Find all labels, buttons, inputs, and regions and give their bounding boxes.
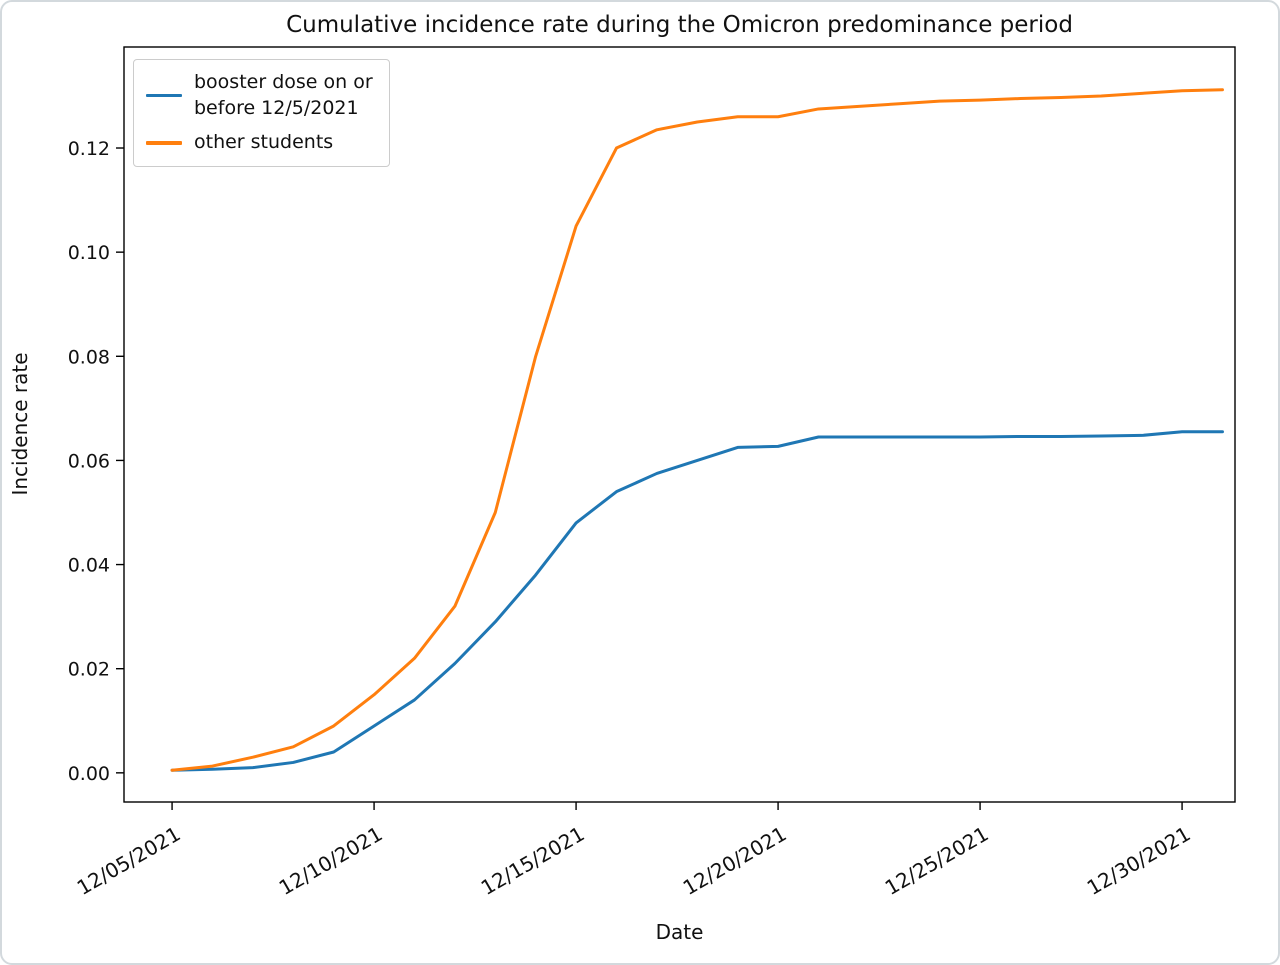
series-line-1 [170,88,1224,772]
legend-item-booster: booster dose on or before 12/5/2021 [146,70,373,121]
legend-label-booster: booster dose on or before 12/5/2021 [194,71,373,119]
y-tick-label: 0.00 [68,763,110,785]
y-tick-label: 0.04 [68,555,110,577]
x-tick-label: 12/20/2021 [679,822,791,900]
legend: booster dose on or before 12/5/2021 othe… [133,59,390,167]
y-tick-label: 0.06 [68,450,110,472]
legend-line-sample-other-students [146,141,182,145]
y-ticks: 0.00 0.02 0.04 0.06 0.08 0.10 0.12 [68,138,124,785]
x-axis-label: Date [655,920,704,944]
axes-frame [123,46,1236,803]
y-tick-label: 0.02 [68,659,110,681]
x-tick-label: 12/25/2021 [881,822,993,900]
x-tick-label: 12/05/2021 [73,822,185,900]
x-tick-label: 12/15/2021 [477,822,589,900]
series-line-0 [170,430,1224,772]
y-axis-label: Incidence rate [8,352,32,496]
y-tick-label: 0.08 [68,346,110,368]
legend-line-sample-booster [146,93,182,98]
x-ticks: 12/05/2021 12/10/2021 12/15/2021 12/20/2021… [73,802,1195,900]
x-tick-label: 12/10/2021 [275,822,387,900]
y-tick-label: 0.10 [68,242,110,264]
chart-title: Cumulative incidence rate during the Omi… [286,12,1073,38]
legend-item-other-students: other students [146,130,373,156]
y-tick-label: 0.12 [68,138,110,160]
x-tick-label: 12/30/2021 [1083,822,1195,900]
legend-label-other-students: other students [194,131,334,154]
